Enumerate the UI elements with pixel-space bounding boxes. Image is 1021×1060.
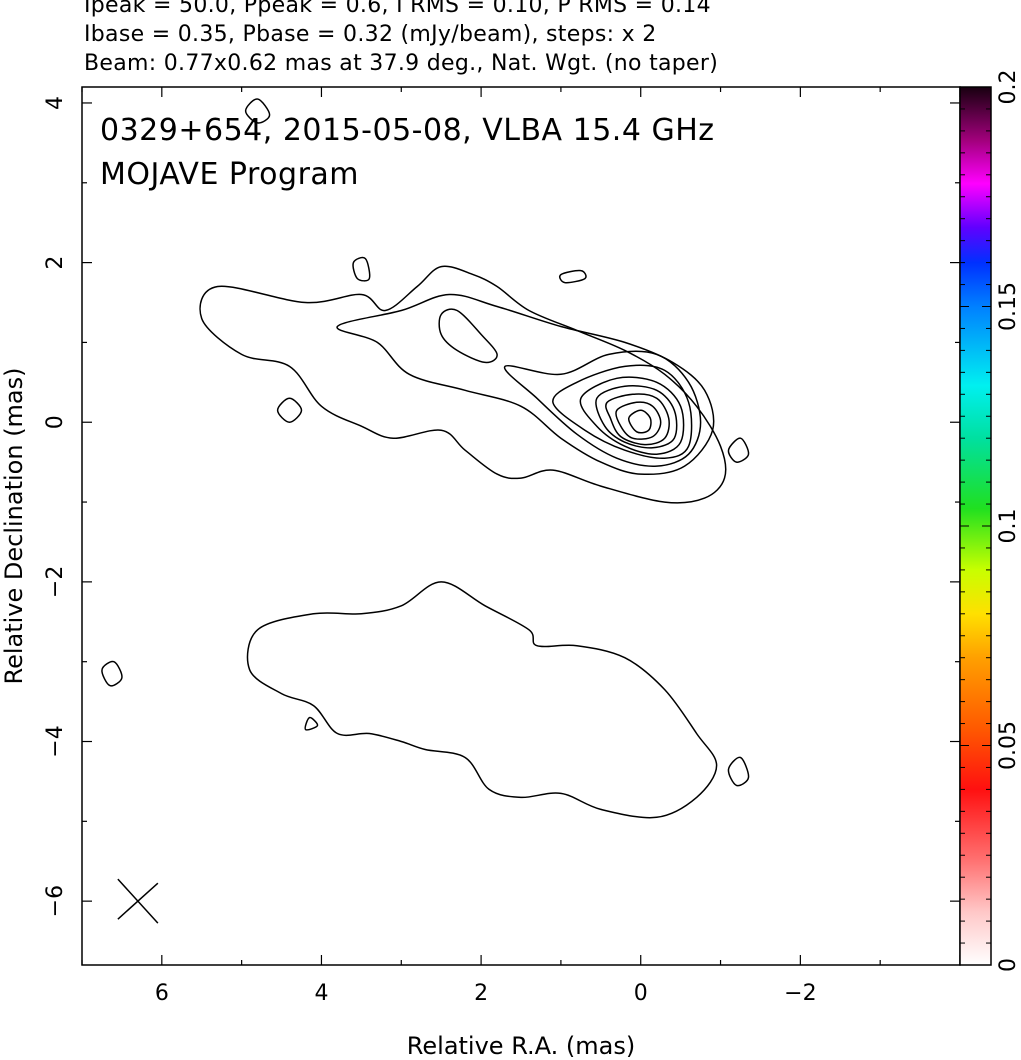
header-line-2: Ibase = 0.35, Pbase = 0.32 (mJy/beam), s… xyxy=(84,22,657,47)
contour-level-2 xyxy=(336,293,715,476)
x-tick-label: 6 xyxy=(155,981,169,1006)
beam-minor-axis xyxy=(117,882,159,920)
x-tick-label: 0 xyxy=(634,981,648,1006)
contour-level-3 xyxy=(503,350,702,467)
contour-level-8 xyxy=(615,401,662,440)
x-axis-title: Relative R.A. (mas) xyxy=(407,1032,635,1060)
contour-knot-0.8 xyxy=(559,269,587,284)
contour-level-9 xyxy=(628,409,652,434)
x-axis-ticks: 6 4 2 0 −2 xyxy=(81,87,961,1006)
y-axis-ticks: 4 2 0 −2 −4 −6 xyxy=(43,96,960,917)
contour-knot-4.8 xyxy=(244,98,271,124)
contour-knot-3.5 xyxy=(352,256,371,282)
contour-level-4 xyxy=(552,364,693,459)
colorbar-tick-label: 0.2 xyxy=(996,70,1021,105)
contour-level-5 xyxy=(579,376,685,455)
contour-lines xyxy=(101,98,750,819)
colorbar-ticks: 0 0.05 0.1 0.15 0.2 xyxy=(960,70,1021,972)
x-tick-label: −2 xyxy=(784,981,816,1006)
contour-total-intensity-outer xyxy=(199,265,727,504)
annotation-program: MOJAVE Program xyxy=(100,157,359,192)
contour-level-7 xyxy=(605,393,670,446)
colorbar-tick-label: 0.15 xyxy=(996,282,1021,331)
contour-polarized-intensity xyxy=(246,581,718,819)
colorbar-tick-label: 0.05 xyxy=(996,721,1021,770)
contour-level-6 xyxy=(595,385,678,449)
contour-inner-knot-2.1 xyxy=(438,308,498,364)
contour-knot-4.1 xyxy=(304,716,319,731)
contour-knot-4.4 xyxy=(276,397,303,423)
plot-frame xyxy=(81,86,961,966)
y-tick-label: 2 xyxy=(43,256,68,270)
contour-knot-6.6 xyxy=(101,660,123,687)
x-tick-label: 4 xyxy=(314,981,328,1006)
beam-marker xyxy=(117,878,159,924)
colorbar-tick-label: 0 xyxy=(996,958,1021,972)
header-line-1: Ipeak = 50.0, Ppeak = 0.6, I RMS = 0.10,… xyxy=(84,0,711,18)
y-tick-label: 4 xyxy=(43,96,68,110)
y-tick-label: −4 xyxy=(43,725,68,757)
contour-knot-neg1.2-lower xyxy=(727,756,750,787)
contour-knot-neg1.2-upper xyxy=(727,437,750,463)
y-axis-title: Relative Declination (mas) xyxy=(0,367,28,684)
annotation-title: 0329+654, 2015-05-08, VLBA 15.4 GHz xyxy=(100,113,715,148)
header-line-3: Beam: 0.77x0.62 mas at 37.9 deg., Nat. W… xyxy=(84,51,719,76)
colorbar-tick-label: 0.1 xyxy=(996,509,1021,544)
y-tick-label: 0 xyxy=(43,415,68,429)
y-tick-label: −6 xyxy=(43,885,68,917)
y-tick-label: −2 xyxy=(43,566,68,598)
x-tick-label: 2 xyxy=(474,981,488,1006)
